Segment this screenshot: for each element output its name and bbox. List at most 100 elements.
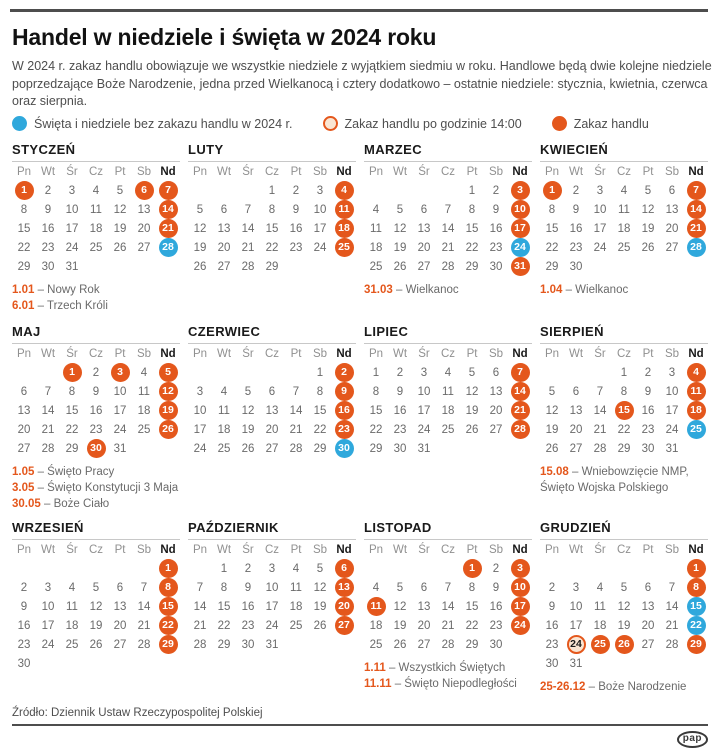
trade-ban-day: 5: [158, 363, 178, 382]
day-cell: 19: [193, 241, 207, 254]
day-cell: 12: [617, 600, 631, 613]
weekday-header: Cz: [440, 348, 456, 360]
day-cell: 26: [393, 638, 407, 651]
month-name: KWIECIEŃ: [540, 142, 609, 157]
weekday-header: Cz: [616, 348, 632, 360]
day-cell: 18: [332, 219, 356, 238]
day-cell: 30: [393, 442, 407, 455]
day-cell: 12: [313, 581, 327, 594]
day-cell: 7: [668, 581, 676, 594]
day-cell: 29: [217, 638, 231, 651]
day-cell: 4: [220, 385, 228, 398]
day-cell: 18: [369, 241, 383, 254]
trade-ban-day: 1: [158, 559, 178, 578]
weekday-header: Pt: [114, 166, 126, 178]
day-cell: 11: [66, 600, 78, 613]
weekday-header: Sb: [136, 166, 152, 178]
day-cell: 9: [244, 581, 252, 594]
month-name: LIPIEC: [364, 324, 409, 339]
day-cell: 15: [369, 404, 383, 417]
month-calendar: Pn Wt Śr Cz Pt Sb Nd 1 2 3 4 5 6 7 8 9 10 11 12 13 14 15 16 17 1…: [364, 541, 532, 654]
day-cell: 29: [265, 260, 279, 273]
day-cell: 16: [332, 401, 356, 420]
empty-cell: [564, 363, 588, 382]
day-cell: 24: [265, 619, 279, 632]
day-cell: 20: [217, 241, 231, 254]
empty-cell: [660, 257, 684, 276]
empty-cell: [236, 363, 260, 382]
empty-cell: [508, 635, 532, 654]
day-cell: 11: [684, 382, 708, 401]
trade-ban-day: 7: [510, 363, 530, 382]
day-cell: 13: [417, 222, 431, 235]
day-cell: 17: [41, 619, 55, 632]
holiday-date: 6.01: [12, 300, 35, 313]
day-cell: 24: [508, 238, 532, 257]
day-cell: 16: [393, 404, 407, 417]
day-cell: 7: [508, 363, 532, 382]
trade-ban-day: 7: [686, 181, 706, 200]
day-cell: 2: [492, 184, 500, 197]
trade-ban-day: 29: [158, 635, 178, 654]
day-cell: 20: [417, 241, 431, 254]
empty-cell: [108, 654, 132, 673]
weekday-header: Śr: [242, 166, 254, 178]
trade-ban-day: 6: [334, 559, 354, 578]
day-cell: 6: [20, 385, 28, 398]
empty-cell: [412, 559, 436, 578]
weekday-header: Śr: [418, 166, 430, 178]
weekday-header: Wt: [568, 166, 584, 178]
day-cell: 26: [156, 420, 180, 439]
day-cell: 6: [268, 385, 276, 398]
day-cell: 19: [89, 619, 103, 632]
month-name: CZERWIEC: [188, 324, 261, 339]
day-cell: 25: [617, 241, 631, 254]
no-ban-day: 25: [686, 420, 706, 439]
holiday-date: 3.05: [12, 482, 35, 495]
day-cell: 19: [641, 222, 655, 235]
weekday-header: Nd: [512, 166, 528, 178]
day-cell: 24: [508, 616, 532, 635]
weekday-header: Pn: [368, 348, 384, 360]
day-cell: 5: [396, 203, 404, 216]
empty-cell: [364, 559, 388, 578]
day-cell: 25: [89, 241, 103, 254]
day-cell: 29: [17, 260, 31, 273]
weekday-header: Wt: [216, 544, 232, 556]
weekday-header: Śr: [66, 544, 78, 556]
day-cell: 18: [593, 619, 607, 632]
month-luty: LUTY Pn Wt Śr Cz Pt Sb Nd 1 2 3 4 5 6 7 8 9 10 11 12 13 14 15 1…: [188, 142, 356, 324]
day-cell: 10: [41, 600, 55, 613]
trade-ban-day: 18: [334, 219, 354, 238]
legend-item-ban-after-14: Zakaz handlu po godzinie 14:00: [322, 116, 522, 131]
day-cell: 13: [265, 404, 279, 417]
day-cell: 28: [241, 260, 255, 273]
empty-cell: [588, 654, 612, 673]
day-cell: 25: [137, 423, 151, 436]
day-cell: 3: [196, 385, 204, 398]
day-cell: 15: [465, 222, 479, 235]
day-cell: 26: [393, 260, 407, 273]
weekday-header: Cz: [440, 544, 456, 556]
empty-cell: [108, 257, 132, 276]
day-cell: 24: [417, 423, 431, 436]
day-cell: 28: [156, 238, 180, 257]
day-cell: 21: [241, 241, 255, 254]
holiday-note: 25-26.12 – Boże Narodzenie: [540, 681, 687, 693]
month-marzec: MARZEC Pn Wt Śr Cz Pt Sb Nd 1 2 3 4 5 6 7 8 9 10 11 12 13 14 1…: [364, 142, 532, 324]
day-cell: 17: [313, 222, 327, 235]
day-cell: 1: [540, 181, 564, 200]
day-cell: 7: [44, 385, 52, 398]
weekday-header: Cz: [264, 348, 280, 360]
day-cell: 21: [508, 401, 532, 420]
weekday-header: Pt: [466, 166, 478, 178]
day-cell: 1: [316, 366, 324, 379]
trade-ban-day: 3: [110, 363, 130, 382]
holiday-notes: 1.05 – Święto Pracy 3.05 – Święto Konstyt…: [12, 464, 180, 512]
day-cell: 6: [220, 203, 228, 216]
day-cell: 3: [668, 366, 676, 379]
trade-ban-day: 1: [686, 559, 706, 578]
day-cell: 4: [444, 366, 452, 379]
day-cell: 27: [137, 241, 151, 254]
day-cell: 21: [441, 241, 455, 254]
